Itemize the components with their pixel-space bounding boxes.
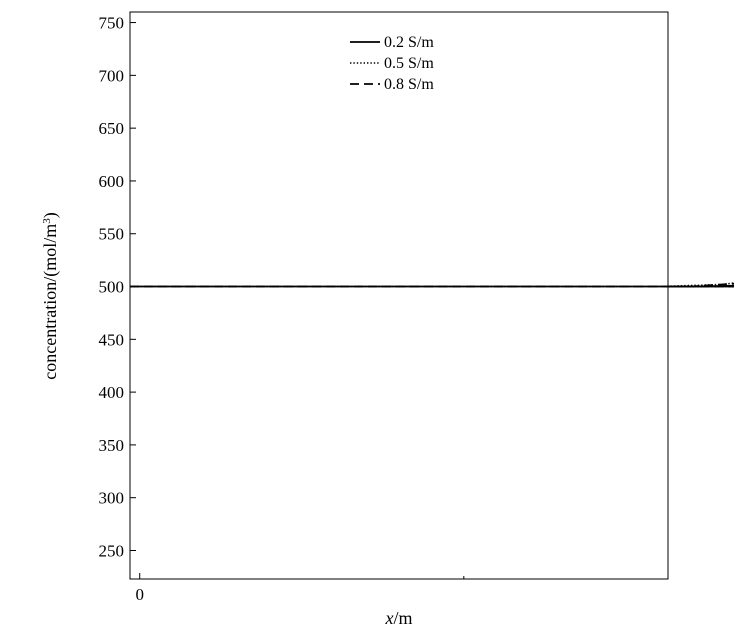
y-axis-label: concentration/(mol/m3) xyxy=(40,212,61,379)
x-tick-label: 0 xyxy=(135,585,144,604)
legend-label: 0.8 S/m xyxy=(384,76,434,93)
x-axis-label-unit: /m xyxy=(393,608,412,628)
y-axis: 250 300 350 400 450 500 550 600 650 700 750 xyxy=(99,14,136,560)
y-tick-label: 250 xyxy=(99,541,125,560)
y-tick-label: 400 xyxy=(99,383,125,402)
series-line-segment xyxy=(130,282,734,288)
y-tick-label: 650 xyxy=(99,119,125,138)
x-axis-label: x/m xyxy=(384,608,412,628)
y-tick-label: 750 xyxy=(99,14,125,33)
plot-frame xyxy=(129,11,669,580)
y-tick-label: 350 xyxy=(99,436,125,455)
legend: 0.2 S/m 0.5 S/m 0.8 S/m xyxy=(350,34,434,93)
y-axis-label-main: concentration/(mol/m xyxy=(40,224,61,380)
y-tick-label: 700 xyxy=(99,66,125,85)
y-axis-label-sup: 3 xyxy=(41,218,53,224)
series-line-segment xyxy=(668,285,734,288)
y-tick-label: 450 xyxy=(99,330,125,349)
series-line-segment xyxy=(668,285,734,288)
x-axis-label-var: x xyxy=(384,608,393,628)
series-2 xyxy=(130,282,734,288)
series-line-segment xyxy=(668,285,734,288)
y-tick-label: 300 xyxy=(99,489,125,508)
legend-label: 0.2 S/m xyxy=(384,34,434,51)
y-tick-label: 550 xyxy=(99,225,125,244)
series-line-segment xyxy=(130,284,734,288)
y-tick-label: 500 xyxy=(99,278,125,297)
y-tick-label: 600 xyxy=(99,172,125,191)
legend-label: 0.5 S/m xyxy=(384,55,434,72)
y-axis-label-close: ) xyxy=(40,212,61,218)
x-axis: 00.00050.00100.0015 xyxy=(135,573,465,604)
